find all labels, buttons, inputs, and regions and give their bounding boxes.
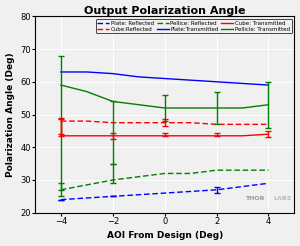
- Legend: Plate: Reflected, Cube:Reflected, Pellice: Reflected, Plate:Transmitted, Cube: T: Plate: Reflected, Cube:Reflected, Pellic…: [96, 19, 292, 33]
- Title: Output Polarization Angle: Output Polarization Angle: [84, 6, 245, 15]
- Text: LABS: LABS: [274, 196, 292, 201]
- Text: THOR: THOR: [245, 196, 265, 201]
- Y-axis label: Polarization Angle (Deg): Polarization Angle (Deg): [6, 52, 15, 177]
- X-axis label: AOI From Design (Deg): AOI From Design (Deg): [106, 231, 223, 240]
